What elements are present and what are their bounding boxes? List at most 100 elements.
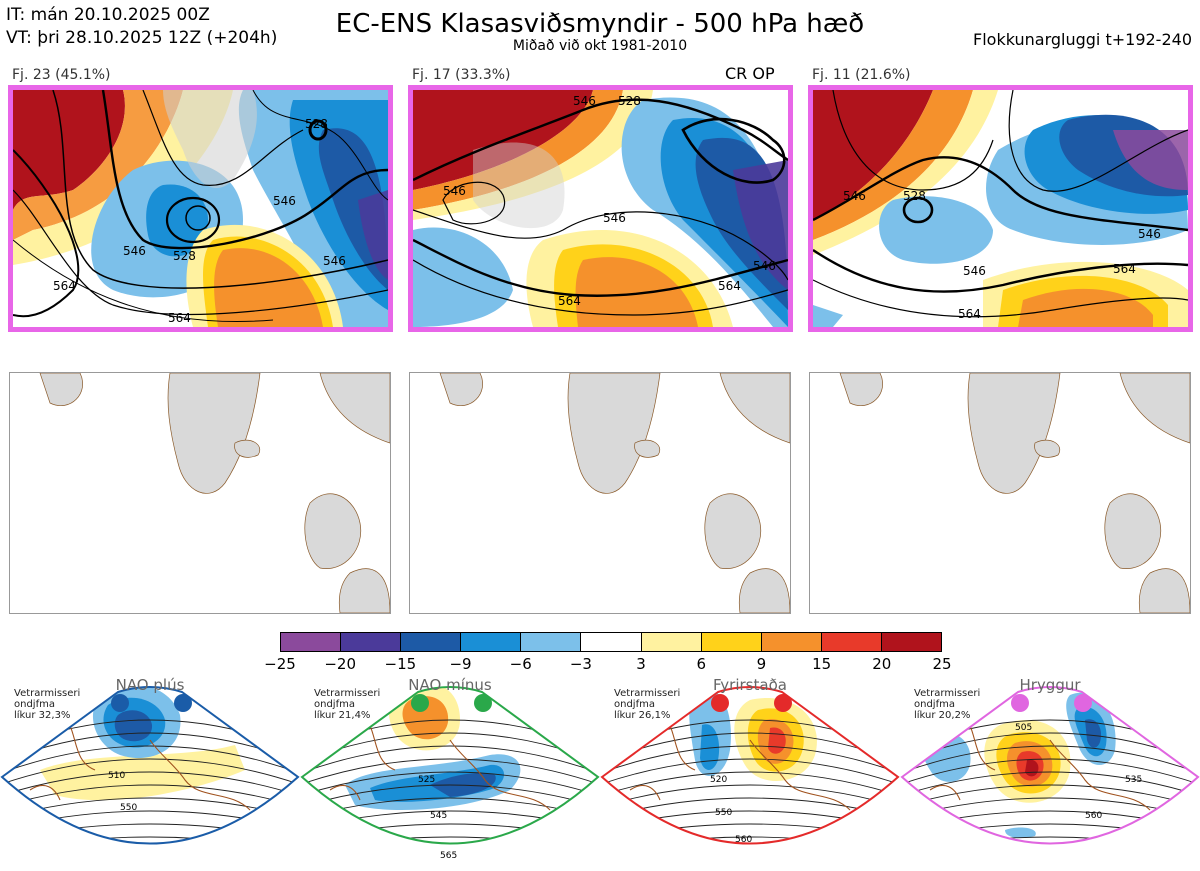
cluster-3-map: 528 546 546 564 564 546 [808, 85, 1193, 332]
colorbar-tick-label: −6 [509, 655, 532, 673]
height-contour [302, 784, 598, 811]
anom-red [13, 90, 125, 210]
regime-title: NAO mínus [408, 676, 492, 694]
regime-map: 510 550 [0, 686, 300, 845]
height-contour [602, 758, 898, 789]
regime-stat-line: líkur 32,3% [14, 710, 71, 721]
regime-center-dot [1011, 694, 1029, 712]
contour-label: 564 [718, 279, 741, 293]
regime-map: 505 535 560 [900, 686, 1200, 845]
anomaly-shade [1005, 827, 1036, 838]
coastline [629, 709, 851, 844]
colorbar-swatch [401, 633, 462, 651]
contour-label: 546 [603, 211, 626, 225]
regime-center-dot [474, 694, 492, 712]
contour-label: 546 [573, 94, 596, 108]
regime-stat-line: ondjfma [14, 699, 55, 710]
regime-stat-line: líkur 26,1% [614, 710, 671, 721]
regime-contour-label: 505 [1015, 723, 1032, 733]
regime-map: 520 550 560 [600, 686, 900, 845]
basemap-panel-3 [809, 372, 1191, 614]
height-contour [902, 758, 1198, 789]
colorbar-swatch [461, 633, 522, 651]
regime-contour-label: 545 [430, 811, 447, 821]
height-contour [902, 771, 1198, 800]
regime-center-dot [1074, 694, 1092, 712]
regime-stats: Vetrarmisseri ondjfma líkur 20,2% [914, 688, 980, 721]
basemap-panel-1 [9, 372, 391, 614]
height-contour [602, 745, 898, 778]
contour-label: 546 [273, 194, 296, 208]
cluster-2-map: 546 546 564 564 546 528 546 [408, 85, 793, 332]
colorbar-tick-label: −20 [324, 655, 356, 673]
regime-contour-label: 560 [735, 835, 752, 845]
regime-contour-label: 560 [1085, 811, 1102, 821]
height-contour [302, 745, 598, 778]
height-contour [2, 745, 298, 778]
colorbar [280, 632, 942, 652]
height-contour [302, 771, 598, 800]
regime-stat-line: líkur 21,4% [314, 710, 371, 721]
anom-orange-s3 [214, 248, 323, 327]
classification-window: Flokkunargluggi t+192-240 [973, 30, 1192, 49]
contour-label: 528 [903, 189, 926, 203]
regime-title: Hryggur [1019, 676, 1081, 694]
cluster-3-label: Fj. 11 (21.6%) [812, 67, 911, 83]
regime-contour-label: 520 [710, 775, 727, 785]
init-time-block: IT: mán 20.10.2025 00Z VT: þri 28.10.202… [6, 4, 277, 50]
contour-label: 564 [558, 294, 581, 308]
regime-contour-label: 510 [108, 771, 125, 781]
regime-stat-line: ondjfma [614, 699, 655, 710]
regime-stat-line: líkur 20,2% [914, 710, 971, 721]
colorbar-tick-label: 9 [756, 655, 767, 673]
anomaly-shade [1085, 719, 1102, 748]
regime-contour-label: 550 [715, 808, 732, 818]
regime-stat-line: Vetrarmisseri [914, 688, 981, 699]
colorbar-tick-label: −25 [264, 655, 296, 673]
colorbar-swatch [641, 633, 702, 651]
page-title: EC-ENS Klasasviðsmyndir - 500 hPa hæð [335, 9, 865, 39]
regime-center-dot [774, 694, 792, 712]
coastline [29, 709, 251, 844]
regime-stats: Vetrarmisseri ondjfma líkur 32,3% [14, 688, 80, 721]
valid-time: VT: þri 28.10.2025 12Z (+204h) [6, 28, 278, 48]
regime-outline [300, 686, 600, 845]
regime-stat-line: ondjfma [914, 699, 955, 710]
colorbar-swatch [581, 633, 642, 651]
height-contour [602, 771, 898, 800]
regime-panel: 505 535 560 Hryggur Vetrarmisseri ondjfma líku… [900, 670, 1200, 871]
colorbar-swatch [281, 633, 342, 651]
regime-contour-label: 550 [120, 803, 137, 813]
colorbar-tick-label: 6 [696, 655, 707, 673]
height-contour [2, 784, 298, 811]
greenland [163, 90, 257, 189]
contour-label: 546 [443, 184, 466, 198]
anom-orange [13, 90, 183, 240]
colorbar-tick-label: −15 [384, 655, 417, 673]
contour-label: 546 [323, 254, 346, 268]
regime-center-dot [711, 694, 729, 712]
contour-label: 546 [753, 259, 776, 273]
colorbar-swatch [821, 633, 882, 651]
cr-op-label: CR OP [725, 64, 775, 83]
contour-label: 528 [173, 249, 196, 263]
contour-label: 564 [1113, 262, 1136, 276]
colorbar-swatch [521, 633, 582, 651]
cluster-1-map: 564 546 528 546 564 528 546 [8, 85, 393, 332]
regime-panel: 510 550 NAO plús Vetrarmisseri ondjfma líkur … [0, 670, 300, 871]
colorbar-swatch [881, 633, 942, 651]
contour-label: 564 [168, 311, 191, 325]
colorbar-tick-label: 25 [932, 655, 952, 673]
contour-label: 546 [843, 189, 866, 203]
colorbar-tick-label: −3 [569, 655, 592, 673]
coastline [929, 709, 1151, 844]
height-contour [602, 784, 898, 811]
height-contour [602, 836, 898, 844]
regime-outline [600, 686, 900, 845]
regime-contour-label: 525 [418, 775, 435, 785]
height-contour [902, 745, 1198, 778]
regime-center-dot [111, 694, 129, 712]
height-contour [902, 784, 1198, 811]
colorbar-tick-label: 20 [872, 655, 892, 673]
coastline [329, 709, 551, 844]
